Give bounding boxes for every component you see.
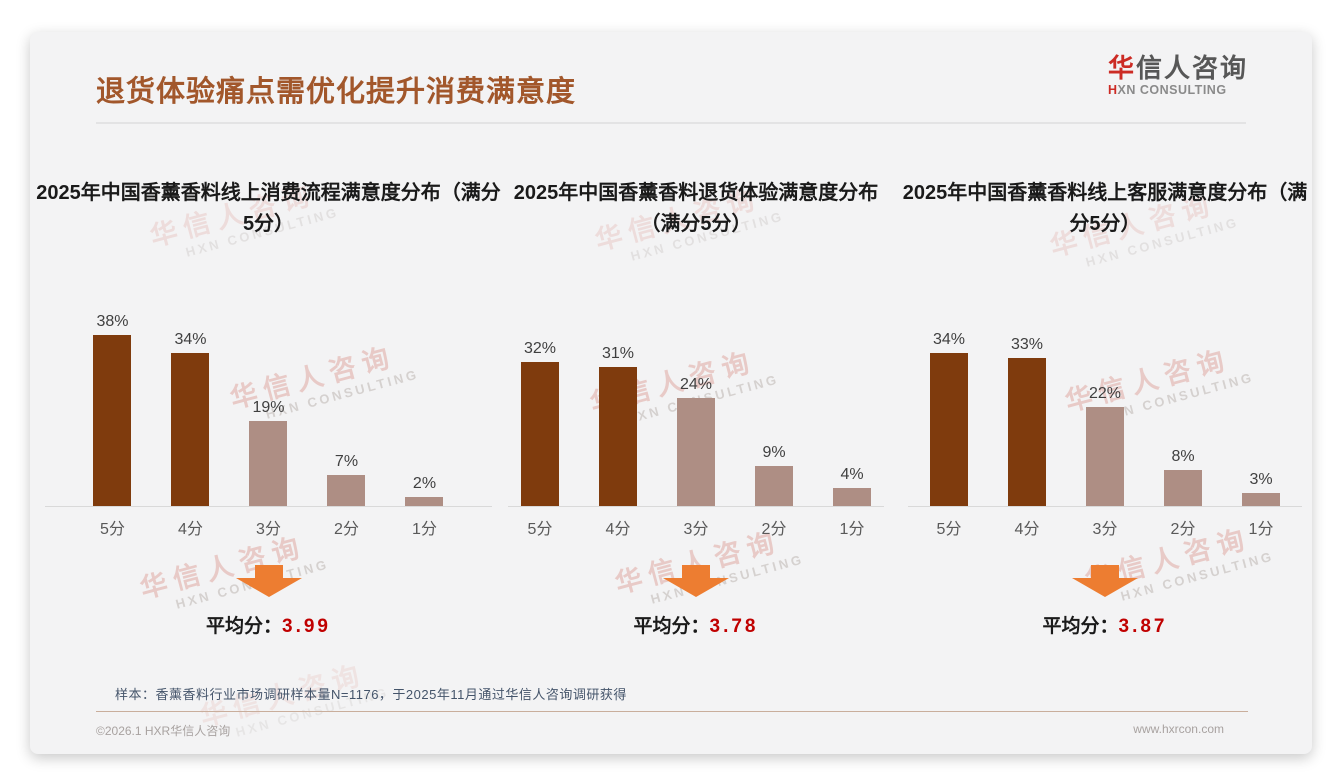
average-label: 平均分： xyxy=(1042,616,1119,637)
x-axis-tick-label: 1分 xyxy=(839,521,865,538)
bar-value-label: 9% xyxy=(762,443,786,461)
x-axis-tick-label: 2分 xyxy=(761,521,787,538)
x-axis-labels: 5分 4分 3分 2分 1分 xyxy=(930,515,1280,539)
bar-group: 9% xyxy=(755,443,793,506)
bar-plot: 38% 34% 19% 7% 2% xyxy=(45,256,492,507)
bar xyxy=(677,398,715,506)
bar-value-label: 34% xyxy=(932,331,966,348)
x-axis-tick-label: 4分 xyxy=(178,521,203,538)
bar-group: 8% xyxy=(1164,448,1202,506)
bar-group: 31% xyxy=(599,344,637,506)
x-axis-tick-label: 3分 xyxy=(1092,521,1118,538)
x-axis-tick-label: 5分 xyxy=(936,521,962,538)
bar-plot: 34% 33% 22% 8% 3% xyxy=(908,256,1302,507)
bar-value-label: 19% xyxy=(252,398,285,416)
logo-english-text: HXN CONSULTING xyxy=(1107,82,1227,97)
x-axis-tick-label: 5分 xyxy=(527,521,553,538)
bar xyxy=(833,488,871,506)
bar-group: 2% xyxy=(405,475,444,506)
bar-value-label: 34% xyxy=(174,331,207,348)
bar xyxy=(249,420,288,506)
bar xyxy=(1086,407,1124,506)
x-axis-labels: 5分 4分 3分 2分 1分 xyxy=(521,515,871,539)
bar xyxy=(1242,492,1280,506)
bar-group: 38% xyxy=(93,313,132,506)
bar-value-label: 8% xyxy=(1171,448,1195,465)
x-axis-tick-label: 1分 xyxy=(1248,521,1274,538)
x-axis-tick-label: 2分 xyxy=(334,521,359,538)
bar xyxy=(171,353,210,506)
title-divider xyxy=(96,122,1246,124)
x-axis-tick-label: 2分 xyxy=(1170,521,1196,538)
average-value: 3.99 xyxy=(282,616,331,637)
bar-group: 34% xyxy=(171,331,210,506)
average-label: 平均分： xyxy=(206,616,283,637)
average-score: 平均分：3.99 xyxy=(206,611,331,638)
average-score: 平均分：3.78 xyxy=(634,611,759,638)
website-url: www.hxrcon.com xyxy=(1133,722,1224,736)
bar-group: 32% xyxy=(521,340,559,506)
bar-value-label: 2% xyxy=(412,475,437,492)
bar-value-label: 4% xyxy=(840,466,864,483)
x-axis-tick-label: 4分 xyxy=(1014,521,1040,538)
bar-value-label: 32% xyxy=(523,340,557,357)
footer-divider xyxy=(96,711,1248,712)
chart-title: 2025年中国香薰香料线上客服满意度分布（满分5分） xyxy=(902,182,1308,235)
down-arrow-icon xyxy=(663,565,729,597)
down-arrow-icon xyxy=(235,565,302,597)
bar xyxy=(1164,470,1202,506)
bar xyxy=(521,362,559,506)
bar-group: 24% xyxy=(677,376,715,506)
logo-chinese-text: 华信人咨询 xyxy=(1107,53,1248,83)
bar-value-label: 38% xyxy=(96,313,129,330)
bar-group: 34% xyxy=(930,331,968,506)
slide-card: 退货体验痛点需优化提升消费满意度 华信人咨询 HXN CONSULTING 华信… xyxy=(30,32,1312,754)
chart-title: 2025年中国香薰香料退货体验满意度分布（满分5分） xyxy=(513,182,879,235)
chart-return-experience-satisfaction: 2025年中国香薰香料退货体验满意度分布（满分5分） 32% 31% 24% 9% 4%… xyxy=(500,178,892,638)
bar-value-label: 24% xyxy=(679,376,713,393)
x-axis-tick-label: 5分 xyxy=(100,521,125,538)
average-value: 3.87 xyxy=(1118,616,1168,637)
page-title: 退货体验痛点需优化提升消费满意度 xyxy=(96,76,577,108)
bar-value-label: 22% xyxy=(1088,385,1122,402)
sample-footnote: 样本：香薰香料行业市场调研样本量N=1176，于2025年11月通过华信人咨询调… xyxy=(115,687,627,702)
bar xyxy=(930,353,968,506)
bar-value-label: 31% xyxy=(601,344,635,362)
bar-group: 7% xyxy=(327,452,366,506)
bar-group: 33% xyxy=(1008,335,1046,506)
bar xyxy=(599,366,637,506)
bar-value-label: 7% xyxy=(334,452,359,470)
bar-group: 4% xyxy=(833,466,871,506)
x-axis-tick-label: 3分 xyxy=(256,521,281,538)
average-value: 3.78 xyxy=(709,616,759,637)
average-label: 平均分： xyxy=(633,616,710,637)
bar-value-label: 33% xyxy=(1010,335,1044,353)
bar-value-label: 3% xyxy=(1249,470,1273,488)
chart-customer-service-satisfaction: 2025年中国香薰香料线上客服满意度分布（满分5分） 34% 33% 22% 8% 3%… xyxy=(900,178,1310,638)
average-score: 平均分：3.87 xyxy=(1043,611,1168,638)
x-axis-labels: 5分 4分 3分 2分 1分 xyxy=(94,515,444,539)
bar xyxy=(755,465,793,506)
chart-title: 2025年中国香薰香料线上消费流程满意度分布（满分5分） xyxy=(36,182,501,235)
chart-online-purchase-satisfaction: 2025年中国香薰香料线上消费流程满意度分布（满分5分） 38% 34% 19% 7%… xyxy=(36,178,501,638)
bar-group: 3% xyxy=(1242,470,1280,506)
x-axis-tick-label: 1分 xyxy=(412,521,437,538)
bar-plot: 32% 31% 24% 9% 4% xyxy=(507,256,885,507)
bar xyxy=(405,497,444,506)
bar-group: 19% xyxy=(249,398,288,506)
x-axis-tick-label: 4分 xyxy=(605,521,631,538)
copyright-text: ©2026.1 HXR华信人咨询 xyxy=(96,724,231,738)
x-axis-tick-label: 3分 xyxy=(683,521,709,538)
company-logo: 华信人咨询 HXN CONSULTING xyxy=(1108,54,1248,97)
bar xyxy=(1008,357,1046,506)
bar-group: 22% xyxy=(1086,385,1124,506)
bar xyxy=(327,474,366,506)
down-arrow-icon xyxy=(1072,565,1138,597)
bar xyxy=(93,335,132,506)
